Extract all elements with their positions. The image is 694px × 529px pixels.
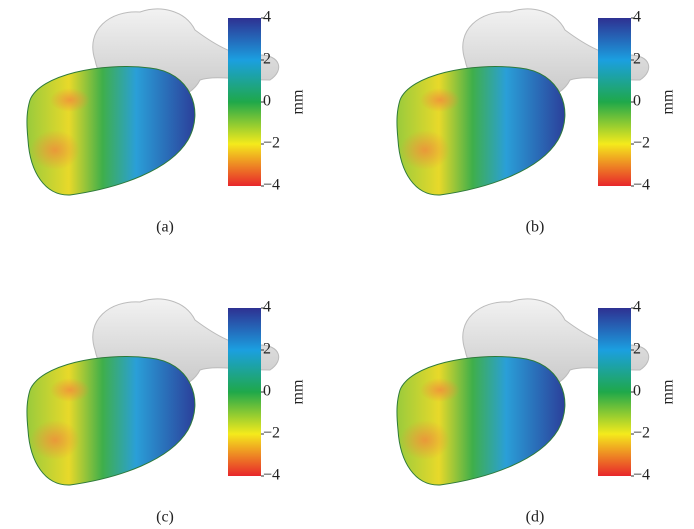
colorbar-unit: mm bbox=[290, 89, 307, 114]
hot-spot bbox=[30, 130, 80, 170]
hot-spot bbox=[400, 420, 450, 460]
hot-spot bbox=[30, 420, 80, 460]
panel: 4 2 0 −2 −4 mm (c) bbox=[26, 298, 307, 526]
colorbar-tick-label: 4 bbox=[633, 9, 641, 26]
colorbar-tick-label: 0 bbox=[633, 93, 641, 110]
colorbar bbox=[598, 308, 631, 476]
colorbar-tick-label: 2 bbox=[633, 51, 641, 68]
panel: 4 2 0 −2 −4 mm (d) bbox=[396, 298, 677, 526]
colorbar-tick-label: −4 bbox=[263, 467, 280, 484]
colorbar-tick-label: −4 bbox=[633, 467, 650, 484]
colorbar-tick-label: 0 bbox=[263, 383, 271, 400]
colorbar-unit: mm bbox=[660, 379, 677, 404]
colorbar-tick-label: −2 bbox=[263, 425, 280, 442]
panel-label: (a) bbox=[156, 219, 174, 236]
colorbar-tick-label: 0 bbox=[263, 93, 271, 110]
colorbar-tick-label: −2 bbox=[263, 135, 280, 152]
colorbar-unit: mm bbox=[290, 379, 307, 404]
colorbar-tick-label: −2 bbox=[633, 135, 650, 152]
panel: 4 2 0 −2 −4 mm (b) bbox=[396, 8, 677, 236]
hot-spot bbox=[50, 378, 90, 402]
colorbar bbox=[598, 18, 631, 186]
colorbar-tick-label: 2 bbox=[263, 51, 271, 68]
hot-spot bbox=[420, 88, 460, 112]
panel-label: (b) bbox=[526, 219, 545, 236]
colorbar-tick-label: 0 bbox=[633, 383, 641, 400]
hot-spot bbox=[420, 378, 460, 402]
colorbar-tick-label: −4 bbox=[263, 177, 280, 194]
hot-spot bbox=[50, 88, 90, 112]
hot-spot bbox=[400, 130, 450, 170]
colorbar-tick-label: 4 bbox=[263, 9, 271, 26]
colorbar bbox=[228, 308, 261, 476]
panel-label: (c) bbox=[156, 509, 174, 526]
colorbar-unit: mm bbox=[660, 89, 677, 114]
colorbar-tick-label: −4 bbox=[633, 177, 650, 194]
colorbar-tick-label: 2 bbox=[633, 341, 641, 358]
colorbar-tick-label: 2 bbox=[263, 341, 271, 358]
colorbar-tick-label: −2 bbox=[633, 425, 650, 442]
colorbar-tick-label: 4 bbox=[633, 299, 641, 316]
panel: 4 2 0 −2 −4 mm (a) bbox=[26, 8, 307, 236]
colorbar bbox=[228, 18, 261, 186]
colorbar-tick-label: 4 bbox=[263, 299, 271, 316]
panel-label: (d) bbox=[526, 509, 545, 526]
